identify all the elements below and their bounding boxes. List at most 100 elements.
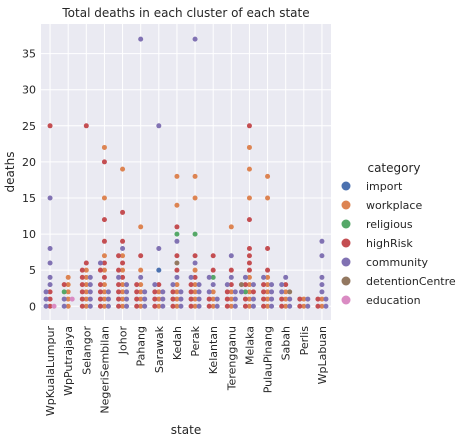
data-point-highRisk (79, 282, 85, 288)
data-point-community (232, 296, 238, 302)
data-point-community (323, 296, 329, 302)
data-point-workplace (319, 303, 325, 309)
x-tick-label: WpLabuan (316, 326, 329, 384)
data-point-workplace (228, 224, 234, 230)
data-point-workplace (65, 296, 71, 302)
data-point-highRisk (152, 303, 158, 309)
x-tick-label: Melaka (243, 326, 256, 365)
data-point-highRisk (192, 274, 198, 280)
data-point-workplace (120, 253, 126, 259)
data-point-workplace (101, 195, 107, 201)
data-point-highRisk (228, 267, 234, 273)
data-point-highRisk (101, 217, 107, 223)
x-tick-label: Sarawak (153, 325, 166, 373)
data-point-workplace (192, 173, 198, 179)
data-point-community (261, 274, 267, 280)
data-point-highRisk (116, 296, 122, 302)
data-point-workplace (138, 224, 144, 230)
data-point-workplace (65, 274, 71, 280)
data-point-community (305, 296, 311, 302)
data-point-highRisk (47, 289, 53, 295)
legend-marker-religious (341, 219, 351, 229)
data-point-workplace (101, 144, 107, 150)
data-point-highRisk (134, 282, 140, 288)
data-point-religious (174, 231, 180, 237)
data-point-workplace (65, 289, 71, 295)
data-point-community (156, 123, 162, 129)
data-point-workplace (101, 253, 107, 259)
data-point-workplace (192, 267, 198, 273)
data-point-community (47, 246, 53, 252)
data-point-community (210, 282, 216, 288)
data-point-highRisk (188, 296, 194, 302)
data-point-highRisk (47, 303, 53, 309)
data-point-highRisk (174, 267, 180, 273)
data-point-community (192, 260, 198, 266)
data-point-highRisk (315, 296, 321, 302)
x-tick-label: Terengganu (225, 326, 238, 391)
data-point-community (232, 303, 238, 309)
data-point-workplace (246, 195, 252, 201)
data-point-community (160, 296, 166, 302)
data-point-community (105, 296, 111, 302)
data-point-highRisk (261, 289, 267, 295)
data-point-highRisk (246, 253, 252, 259)
data-point-community (319, 274, 325, 280)
data-point-workplace (265, 282, 271, 288)
data-point-workplace (83, 267, 89, 273)
data-point-community (269, 282, 275, 288)
data-point-highRisk (246, 246, 252, 252)
chart-title: Total deaths in each cluster of each sta… (61, 6, 309, 20)
data-point-community (269, 289, 275, 295)
data-point-highRisk (206, 296, 212, 302)
x-axis-label: state (171, 423, 201, 437)
data-point-workplace (65, 282, 71, 288)
data-point-community (160, 289, 166, 295)
data-point-highRisk (101, 260, 107, 266)
data-point-workplace (138, 267, 144, 273)
data-point-community (319, 238, 325, 244)
data-point-community (269, 296, 275, 302)
y-tick-label: 35 (22, 48, 36, 61)
data-point-community (61, 296, 67, 302)
data-point-community (250, 296, 256, 302)
data-point-highRisk (83, 123, 89, 129)
x-tick-label: Perak (189, 325, 202, 356)
data-point-highRisk (228, 282, 234, 288)
legend-title: category (367, 161, 420, 175)
x-tick-label: WpPutrajaya (62, 326, 75, 396)
data-point-workplace (101, 303, 107, 309)
data-point-workplace (120, 282, 126, 288)
data-point-highRisk (265, 246, 271, 252)
legend-label-highRisk: highRisk (366, 237, 413, 250)
data-point-community (87, 303, 93, 309)
data-point-highRisk (265, 267, 271, 273)
data-point-highRisk (188, 282, 194, 288)
data-point-workplace (120, 303, 126, 309)
data-point-highRisk (79, 289, 85, 295)
data-point-community (188, 274, 194, 280)
data-point-workplace (301, 296, 307, 302)
x-tick-label: Perlis (298, 326, 311, 356)
data-point-highRisk (97, 296, 103, 302)
data-point-community (43, 289, 49, 295)
data-point-community (206, 289, 212, 295)
y-tick-labels: 0 5 10 15 20 25 30 35 (22, 48, 36, 314)
data-point-education (69, 296, 75, 302)
data-point-highRisk (97, 303, 103, 309)
data-point-highRisk (101, 159, 107, 165)
data-point-workplace (120, 166, 126, 172)
data-point-workplace (246, 166, 252, 172)
data-point-highRisk (188, 289, 194, 295)
data-point-community (269, 303, 275, 309)
data-point-highRisk (134, 303, 140, 309)
data-point-highRisk (134, 289, 140, 295)
legend-label-community: community (366, 256, 429, 269)
legend-marker-community (341, 257, 351, 267)
data-point-workplace (246, 289, 252, 295)
data-point-highRisk (279, 296, 285, 302)
data-point-highRisk (116, 267, 122, 273)
data-point-highRisk (101, 238, 107, 244)
legend-label-detentionCentre: detentionCentre (366, 275, 456, 288)
data-point-community (116, 274, 122, 280)
